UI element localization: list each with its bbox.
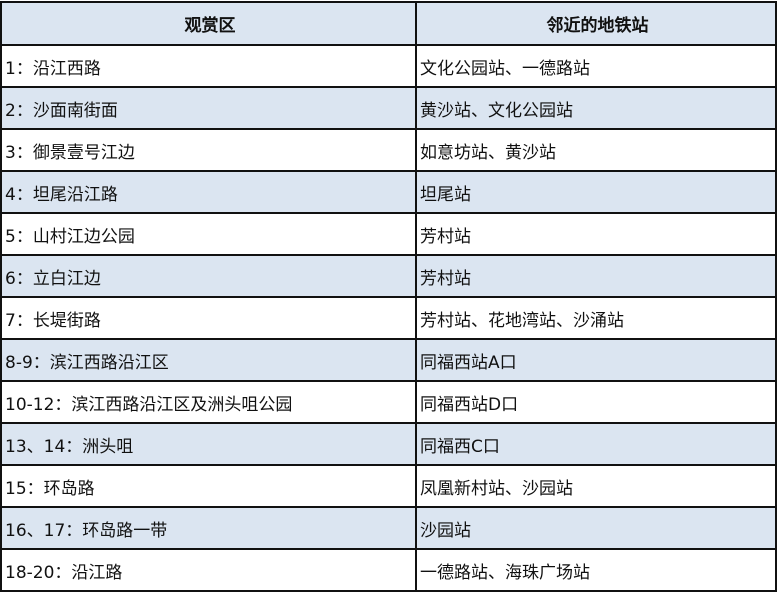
table-row: 18-20：沿江路 一德路站、海珠广场站 (0, 548, 777, 592)
table-row: 15：环岛路 凤凰新村站、沙园站 (0, 464, 777, 508)
table-row: 2：沙面南街面 黄沙站、文化公园站 (0, 86, 777, 130)
table-row: 13、14：洲头咀 同福西C口 (0, 422, 777, 466)
station-cell: 沙园站 (415, 506, 777, 550)
table-row: 5：山村江边公园 芳村站 (0, 212, 777, 256)
station-cell: 坦尾站 (415, 170, 777, 214)
viewing-area-cell: 7：长堤街路 (0, 296, 417, 340)
viewing-area-cell: 8-9：滨江西路沿江区 (0, 338, 417, 382)
viewing-area-cell: 6：立白江边 (0, 254, 417, 298)
header-nearby-station: 邻近的地铁站 (415, 1, 777, 46)
viewing-area-cell: 1：沿江西路 (0, 44, 417, 88)
table-row: 4：坦尾沿江路 坦尾站 (0, 170, 777, 214)
station-cell: 黄沙站、文化公园站 (415, 86, 777, 130)
viewing-area-cell: 16、17：环岛路一带 (0, 506, 417, 550)
table-row: 16、17：环岛路一带 沙园站 (0, 506, 777, 550)
table-row: 6：立白江边 芳村站 (0, 254, 777, 298)
viewing-area-cell: 5：山村江边公园 (0, 212, 417, 256)
station-cell: 文化公园站、一德路站 (415, 44, 777, 88)
table-row: 7：长堤街路 芳村站、花地湾站、沙涌站 (0, 296, 777, 340)
viewing-area-cell: 15：环岛路 (0, 464, 417, 508)
station-cell: 一德路站、海珠广场站 (415, 548, 777, 592)
viewing-area-cell: 4：坦尾沿江路 (0, 170, 417, 214)
viewing-area-cell: 2：沙面南街面 (0, 86, 417, 130)
station-cell: 同福西C口 (415, 422, 777, 466)
station-cell: 芳村站、花地湾站、沙涌站 (415, 296, 777, 340)
viewing-area-cell: 10-12：滨江西路沿江区及洲头咀公园 (0, 380, 417, 424)
station-cell: 同福西站A口 (415, 338, 777, 382)
viewing-area-cell: 18-20：沿江路 (0, 548, 417, 592)
header-row: 观赏区 邻近的地铁站 (0, 1, 777, 46)
table-row: 8-9：滨江西路沿江区 同福西站A口 (0, 338, 777, 382)
viewing-area-cell: 13、14：洲头咀 (0, 422, 417, 466)
station-cell: 同福西站D口 (415, 380, 777, 424)
header-viewing-area: 观赏区 (0, 1, 417, 46)
station-cell: 芳村站 (415, 254, 777, 298)
station-cell: 凤凰新村站、沙园站 (415, 464, 777, 508)
table-row: 1：沿江西路 文化公园站、一德路站 (0, 44, 777, 88)
table-row: 10-12：滨江西路沿江区及洲头咀公园 同福西站D口 (0, 380, 777, 424)
station-cell: 如意坊站、黄沙站 (415, 128, 777, 172)
viewing-area-cell: 3：御景壹号江边 (0, 128, 417, 172)
table-row: 3：御景壹号江边 如意坊站、黄沙站 (0, 128, 777, 172)
station-cell: 芳村站 (415, 212, 777, 256)
